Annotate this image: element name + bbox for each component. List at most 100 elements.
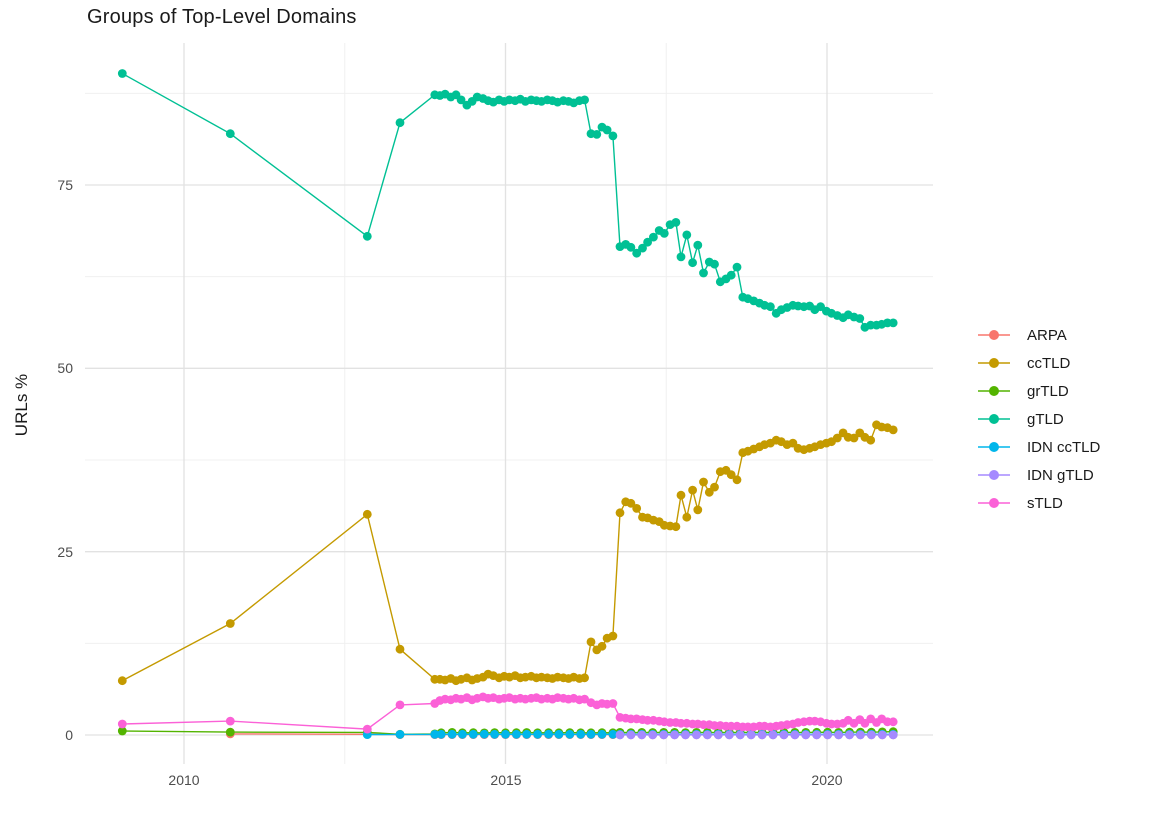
data-point-stld (608, 699, 618, 708)
data-point-gtld (732, 262, 742, 272)
legend-item-grtld: grTLD (976, 377, 1100, 405)
data-point-idn-gtld (681, 730, 690, 740)
data-point-idn-gtld (834, 730, 843, 740)
legend-marker-icon (978, 330, 1010, 340)
data-point-idn-cctld (597, 729, 607, 739)
data-point-idn-gtld (856, 730, 865, 740)
data-point-idn-cctld (501, 729, 510, 739)
data-point-idn-cctld (576, 729, 586, 739)
data-point-gtld (602, 125, 612, 135)
data-point-cctld (362, 509, 372, 519)
data-point-gtld (632, 248, 642, 258)
data-point-idn-cctld (608, 729, 618, 739)
data-point-gtld (608, 131, 618, 141)
data-point-idn-gtld (703, 730, 712, 740)
data-point-cctld (732, 475, 742, 485)
data-point-idn-cctld (565, 729, 575, 739)
data-point-idn-cctld (586, 729, 596, 739)
x-tick-label-2015: 2015 (490, 772, 522, 788)
legend-item-arpa: ARPA (976, 321, 1100, 349)
data-point-cctld (580, 673, 589, 683)
legend-item-label: gTLD (1027, 410, 1064, 428)
data-point-cctld (597, 641, 607, 651)
data-point-cctld (615, 508, 625, 518)
legend-item-cctld: ccTLD (976, 349, 1100, 377)
y-tick-label-50: 50 (57, 360, 73, 376)
data-point-idn-gtld (626, 730, 636, 740)
legend-item-label: grTLD (1027, 382, 1069, 400)
data-point-cctld (225, 619, 235, 628)
data-point-idn-gtld (768, 730, 778, 740)
data-point-idn-gtld (670, 730, 679, 740)
data-point-cctld (586, 637, 596, 647)
legend-item-label: ccTLD (1027, 354, 1071, 372)
data-point-gtld (688, 258, 697, 268)
legend-item-label: sTLD (1027, 494, 1063, 512)
data-point-idn-cctld (544, 729, 553, 739)
legend-item-label: IDN gTLD (1027, 466, 1094, 484)
legend-item-idn-cctld: IDN ccTLD (976, 433, 1100, 461)
data-point-idn-gtld (692, 730, 701, 740)
data-point-cctld (866, 435, 876, 445)
data-point-idn-gtld (659, 730, 669, 740)
data-point-cctld (888, 425, 898, 435)
data-point-cctld (699, 477, 708, 487)
data-point-grtld (117, 726, 127, 736)
data-point-idn-gtld (867, 730, 876, 740)
data-point-gtld (766, 302, 775, 312)
data-point-cctld (632, 504, 642, 513)
data-point-idn-cctld (522, 729, 532, 739)
data-point-stld (225, 716, 235, 726)
data-point-gtld (693, 240, 703, 250)
data-point-gtld (362, 231, 372, 241)
data-point-idn-gtld (746, 730, 756, 740)
data-point-gtld (592, 130, 602, 139)
data-point-gtld (117, 69, 127, 78)
data-point-gtld (649, 232, 658, 242)
data-point-idn-gtld (779, 730, 789, 740)
data-point-idn-gtld (790, 730, 800, 740)
data-point-cctld (395, 644, 405, 654)
legend-marker-icon (978, 498, 1010, 508)
data-point-idn-cctld (430, 730, 440, 739)
data-point-gtld (888, 318, 898, 328)
data-point-idn-gtld (888, 730, 898, 740)
data-point-idn-cctld (468, 729, 478, 739)
series-cctld (117, 420, 898, 686)
y-axis-title: URLs % (12, 373, 31, 437)
series-line-gtld (121, 72, 894, 329)
x-tick-label-2010: 2010 (168, 772, 200, 788)
series-line-cctld (121, 423, 894, 682)
data-point-cctld (726, 470, 736, 480)
series-gtld (117, 69, 898, 332)
data-point-idn-gtld (812, 730, 822, 740)
data-point-stld (362, 724, 372, 734)
data-point-cctld (693, 505, 703, 515)
data-point-gtld (659, 229, 669, 238)
legend-marker-icon (978, 386, 1010, 396)
legend-item-stld: sTLD (976, 489, 1100, 517)
data-point-idn-gtld (801, 730, 811, 740)
data-point-idn-gtld (713, 730, 723, 740)
x-tick-label-2020: 2020 (811, 772, 843, 788)
data-point-gtld (580, 95, 589, 105)
data-point-idn-cctld (533, 729, 542, 739)
legend-item-idn-gtld: IDN gTLD (976, 461, 1100, 489)
data-point-idn-gtld (648, 730, 658, 740)
legend-marker-icon (978, 358, 1010, 368)
legend-item-label: ARPA (1027, 326, 1067, 344)
data-point-gtld (225, 129, 235, 139)
data-point-idn-gtld (615, 730, 625, 740)
legend-marker-icon (978, 470, 1010, 480)
data-point-gtld (638, 243, 647, 253)
data-point-idn-gtld (757, 730, 767, 740)
data-point-gtld (671, 218, 681, 227)
data-point-gtld (710, 259, 719, 269)
data-point-gtld (682, 230, 692, 240)
data-point-cctld (117, 676, 127, 686)
data-point-gtld (676, 252, 686, 262)
data-point-gtld (395, 118, 405, 128)
data-point-gtld (456, 95, 466, 105)
